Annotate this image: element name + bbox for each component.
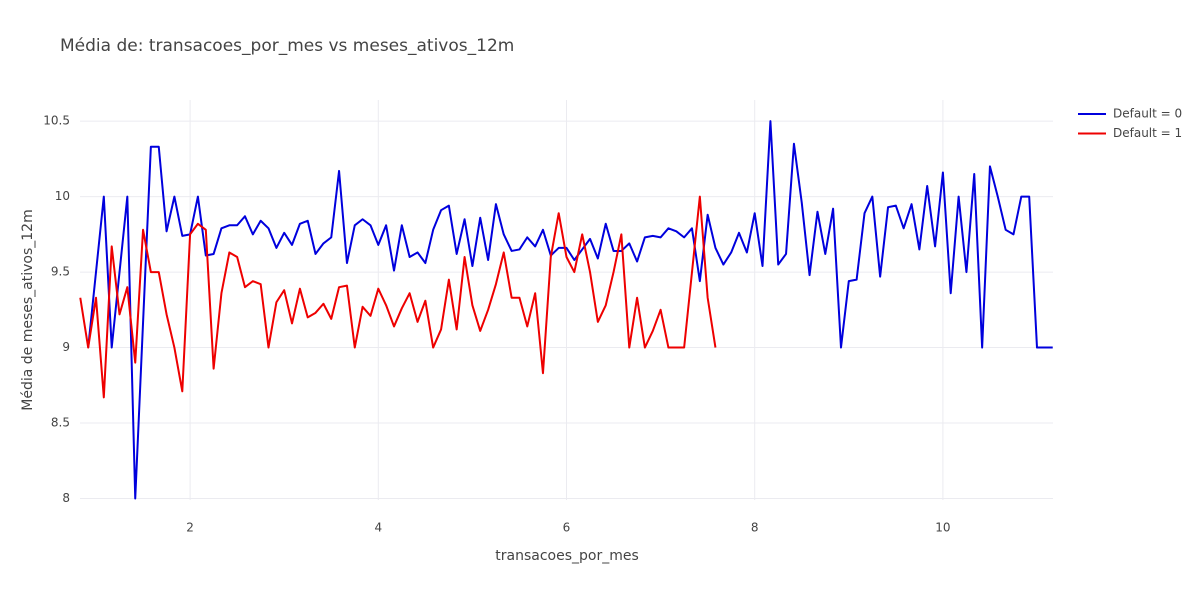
y-tick-label: 8 xyxy=(62,491,70,505)
y-tick-label: 8.5 xyxy=(51,416,70,430)
x-tick-label: 8 xyxy=(751,521,759,535)
x-tick-label: 4 xyxy=(374,521,382,535)
chart-title: Média de: transacoes_por_mes vs meses_at… xyxy=(60,36,514,56)
x-axis-title: transacoes_por_mes xyxy=(495,548,639,564)
x-tick-label: 6 xyxy=(563,521,571,535)
y-tick-label: 9 xyxy=(62,340,70,354)
y-axis-title: Média de meses_ativos_12m xyxy=(20,209,36,410)
line-series xyxy=(87,120,1053,500)
y-tick-label: 10 xyxy=(55,189,70,203)
x-tick-label: 2 xyxy=(186,521,194,535)
legend-label: Default = 1 xyxy=(1113,126,1182,140)
line-series xyxy=(79,195,717,399)
y-tick-label: 9.5 xyxy=(51,265,70,279)
x-tick-label: 10 xyxy=(935,521,950,535)
y-tick-label: 10.5 xyxy=(43,114,70,128)
legend-label: Default = 0 xyxy=(1113,107,1182,121)
